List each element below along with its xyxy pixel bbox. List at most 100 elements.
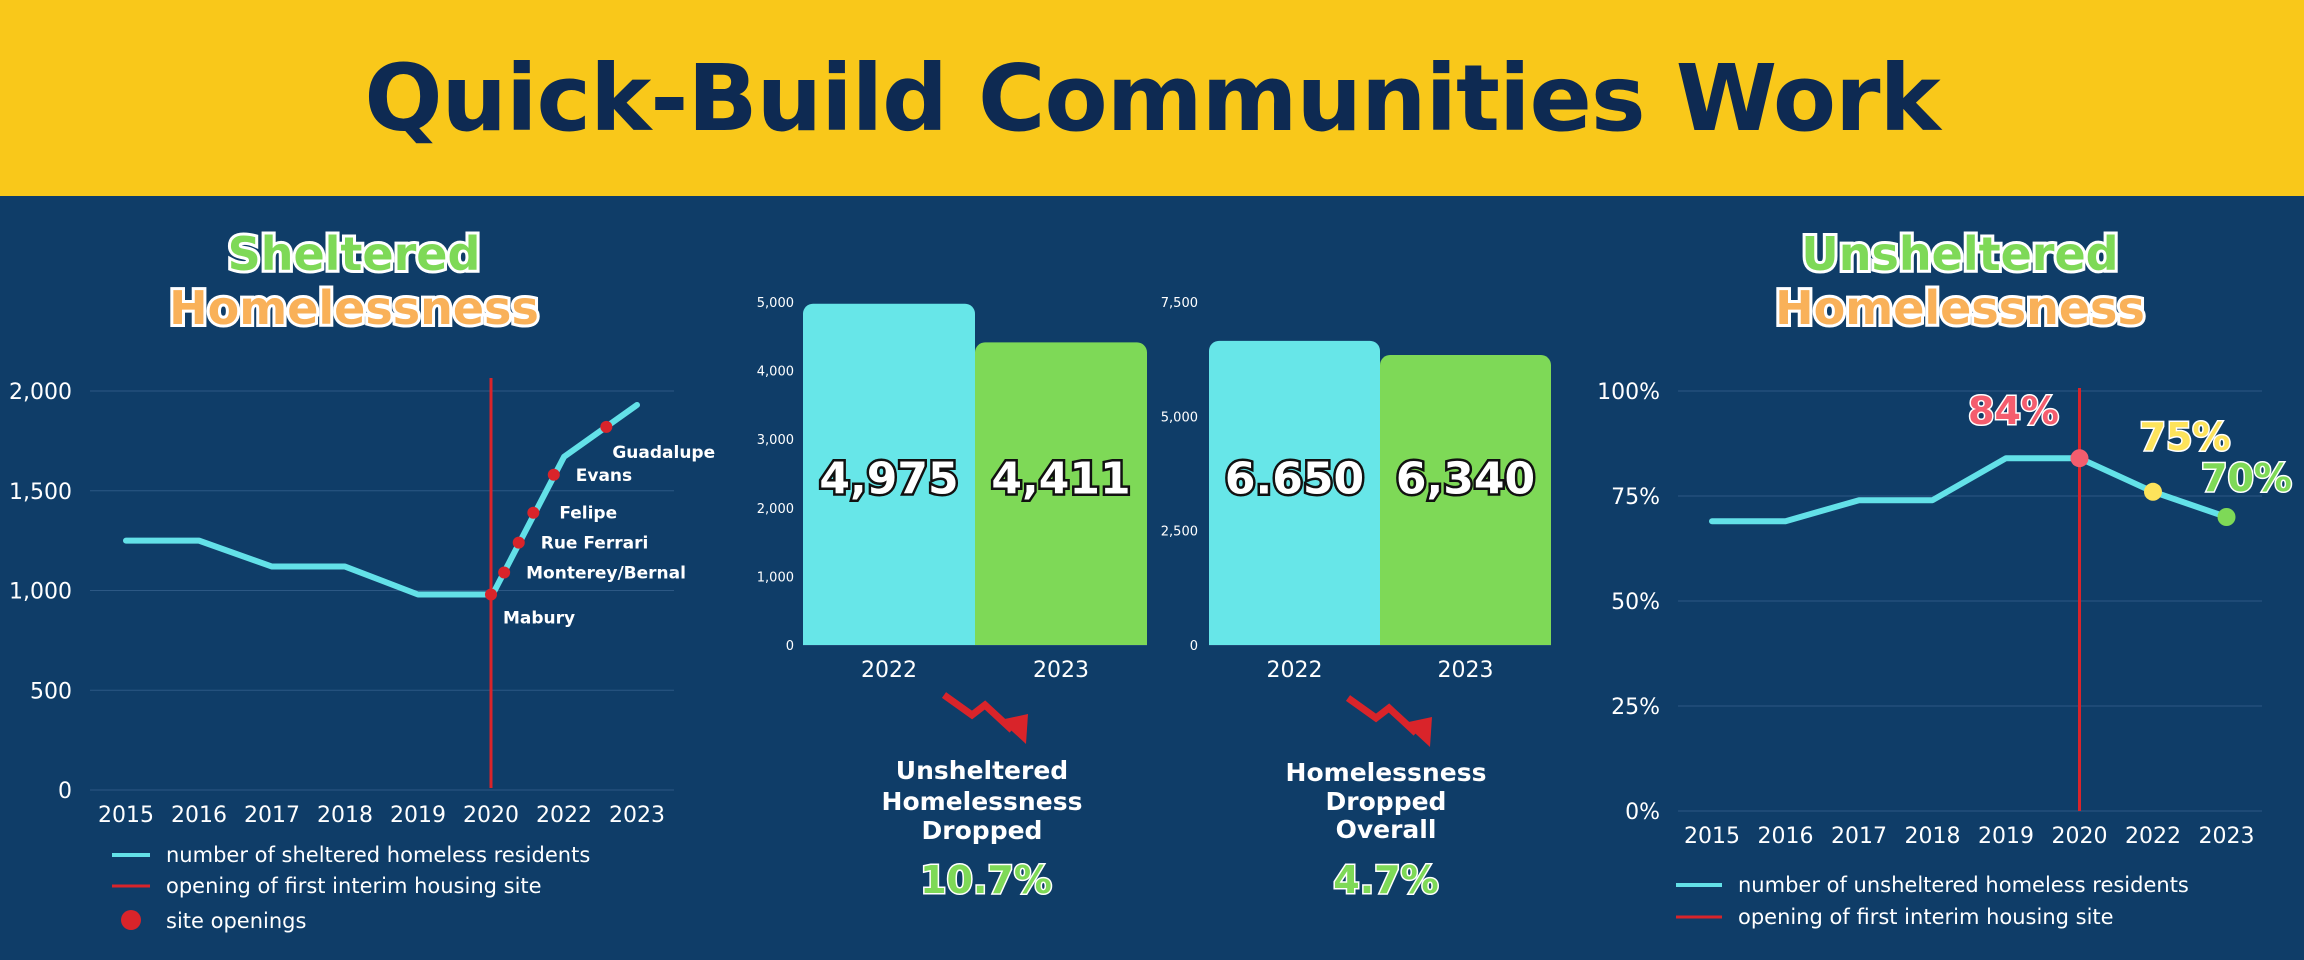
legend-site-openings: site openings xyxy=(166,909,306,933)
series-line xyxy=(123,401,640,598)
unsheltered-bar-chart: 0 1,000 2,000 3,000 4,000 5,000 4,975 4,411 20… xyxy=(757,296,1147,904)
x-tick-label: 2015 xyxy=(98,803,154,828)
caption-unsheltered-line2: Homelessness xyxy=(882,787,1083,816)
page-title: Quick-Build Communities Work xyxy=(364,44,1940,152)
callout-dot xyxy=(2217,508,2236,526)
x-tick-label: 2022 xyxy=(2125,824,2181,849)
site-label: Guadalupe xyxy=(612,443,715,463)
callout-label: 75% xyxy=(2140,415,2231,459)
callout-dot xyxy=(2070,449,2089,468)
x-tick-label: 2017 xyxy=(1831,824,1887,849)
x-tick-label: 2022 xyxy=(861,658,917,683)
callout-dot xyxy=(2144,482,2162,501)
x-tick-label: 2019 xyxy=(390,803,446,828)
bar-value-label: 6,340 xyxy=(1396,454,1535,505)
x-tick-label: 2022 xyxy=(536,803,592,828)
x-tick-label: 2019 xyxy=(1978,824,2034,849)
legend-unsheltered-residents: number of unsheltered homeless residents xyxy=(1738,873,2189,897)
x-tick-label: 2023 xyxy=(1438,658,1494,683)
bar-2022 xyxy=(1209,340,1380,645)
bar-value-label: 6.650 xyxy=(1225,454,1364,505)
charts-panel: Sheltered Homelessness 0 500 1,000 1,500 2,0… xyxy=(9,224,2293,933)
y-tick-label: 2,000 xyxy=(757,502,794,517)
caption-unsheltered-line1: Unsheltered xyxy=(896,756,1068,785)
x-tick-label: 2018 xyxy=(1905,824,1961,849)
y-tick-label: 5,000 xyxy=(1161,410,1198,425)
callout-label: 70% xyxy=(2201,456,2292,500)
down-arrow-icon xyxy=(1345,695,1419,736)
title-banner: Quick-Build Communities Work xyxy=(0,0,2304,196)
unsheltered-heading-line2: Homelessness xyxy=(1775,281,2145,335)
site-label: Felipe xyxy=(559,504,617,524)
x-tick-label: 2022 xyxy=(1267,658,1323,683)
site-label: Rue Ferrari xyxy=(541,534,649,554)
overall-bar-chart: 0 2,500 5,000 7,500 6.650 6,340 2022 2023 Hom… xyxy=(1161,296,1551,904)
y-tick-label: 75% xyxy=(1611,485,1660,510)
down-arrow-head-icon xyxy=(1000,714,1028,744)
bar-value-label: 4,411 xyxy=(991,454,1130,505)
site-opening-dot xyxy=(600,420,613,433)
caption-unsheltered-line3: Dropped xyxy=(922,816,1043,845)
unsheltered-line-chart: Unsheltered Homelessness 0% 25% 50% 75% 100%… xyxy=(1597,224,2293,929)
down-arrow-icon xyxy=(941,692,1015,733)
y-tick-label: 3,000 xyxy=(757,433,794,448)
site-opening-dot xyxy=(527,506,540,519)
bar-base xyxy=(803,631,975,645)
x-tick-label: 2016 xyxy=(171,803,227,828)
y-tick-label: 5,000 xyxy=(757,296,794,311)
y-tick-label: 500 xyxy=(30,679,72,704)
legend-dot-swatch xyxy=(121,910,141,930)
y-tick-label: 2,000 xyxy=(9,380,72,405)
sheltered-heading-line1: Sheltered xyxy=(228,227,481,281)
legend-sheltered-residents: number of sheltered homeless residents xyxy=(166,843,590,867)
y-tick-label: 7,500 xyxy=(1161,296,1198,311)
bar-2022 xyxy=(803,303,975,645)
x-tick-label: 2020 xyxy=(2052,824,2108,849)
site-opening-dot xyxy=(512,536,525,549)
y-tick-label: 0 xyxy=(1190,639,1198,654)
x-tick-label: 2015 xyxy=(1684,824,1740,849)
site-opening-dot xyxy=(485,588,497,601)
sheltered-heading-line2: Homelessness xyxy=(169,281,539,335)
bar-2023 xyxy=(1380,355,1551,645)
y-tick-label: 0% xyxy=(1625,800,1660,825)
y-tick-label: 0 xyxy=(58,779,72,804)
y-tick-label: 1,500 xyxy=(9,480,72,505)
site-opening-dot xyxy=(547,468,560,481)
caption-overall-line3: Overall xyxy=(1336,815,1437,844)
x-tick-label: 2020 xyxy=(463,803,519,828)
y-tick-label: 1,000 xyxy=(9,580,72,605)
y-tick-label: 100% xyxy=(1597,380,1660,405)
x-tick-label: 2023 xyxy=(1033,658,1089,683)
unsheltered-heading-line1: Unsheltered xyxy=(1801,227,2118,281)
x-tick-label: 2016 xyxy=(1758,824,1814,849)
sheltered-line-chart: Sheltered Homelessness 0 500 1,000 1,500 2,0… xyxy=(9,224,715,933)
unsheltered-change: 10.7% xyxy=(920,858,1052,902)
legend-first-site: opening of first interim housing site xyxy=(166,874,542,898)
bar-value-label: 4,975 xyxy=(819,454,958,505)
x-tick-label: 2018 xyxy=(317,803,373,828)
bar-base xyxy=(1209,631,1380,645)
series-line xyxy=(1709,455,2230,525)
y-tick-label: 2,500 xyxy=(1161,525,1198,540)
y-tick-label: 25% xyxy=(1611,695,1660,720)
site-label: Evans xyxy=(576,466,632,486)
x-tick-label: 2017 xyxy=(244,803,300,828)
bar-base xyxy=(1380,631,1551,645)
bar-base xyxy=(975,631,1147,645)
site-label: Monterey/Bernal xyxy=(526,564,686,584)
caption-overall-line1: Homelessness xyxy=(1286,758,1487,787)
site-opening-dot xyxy=(498,566,511,579)
site-label: Mabury xyxy=(503,608,575,628)
bar-2023 xyxy=(975,342,1147,645)
legend-first-site: opening of first interim housing site xyxy=(1738,905,2114,929)
y-tick-label: 1,000 xyxy=(757,570,794,585)
x-tick-label: 2023 xyxy=(609,803,665,828)
y-tick-label: 0 xyxy=(786,639,794,654)
down-arrow-head-icon xyxy=(1404,717,1432,747)
y-tick-label: 4,000 xyxy=(757,365,794,380)
x-tick-label: 2023 xyxy=(2199,824,2255,849)
callout-label: 84% xyxy=(1968,389,2059,433)
y-tick-label: 50% xyxy=(1611,590,1660,615)
caption-overall-line2: Dropped xyxy=(1326,787,1447,816)
